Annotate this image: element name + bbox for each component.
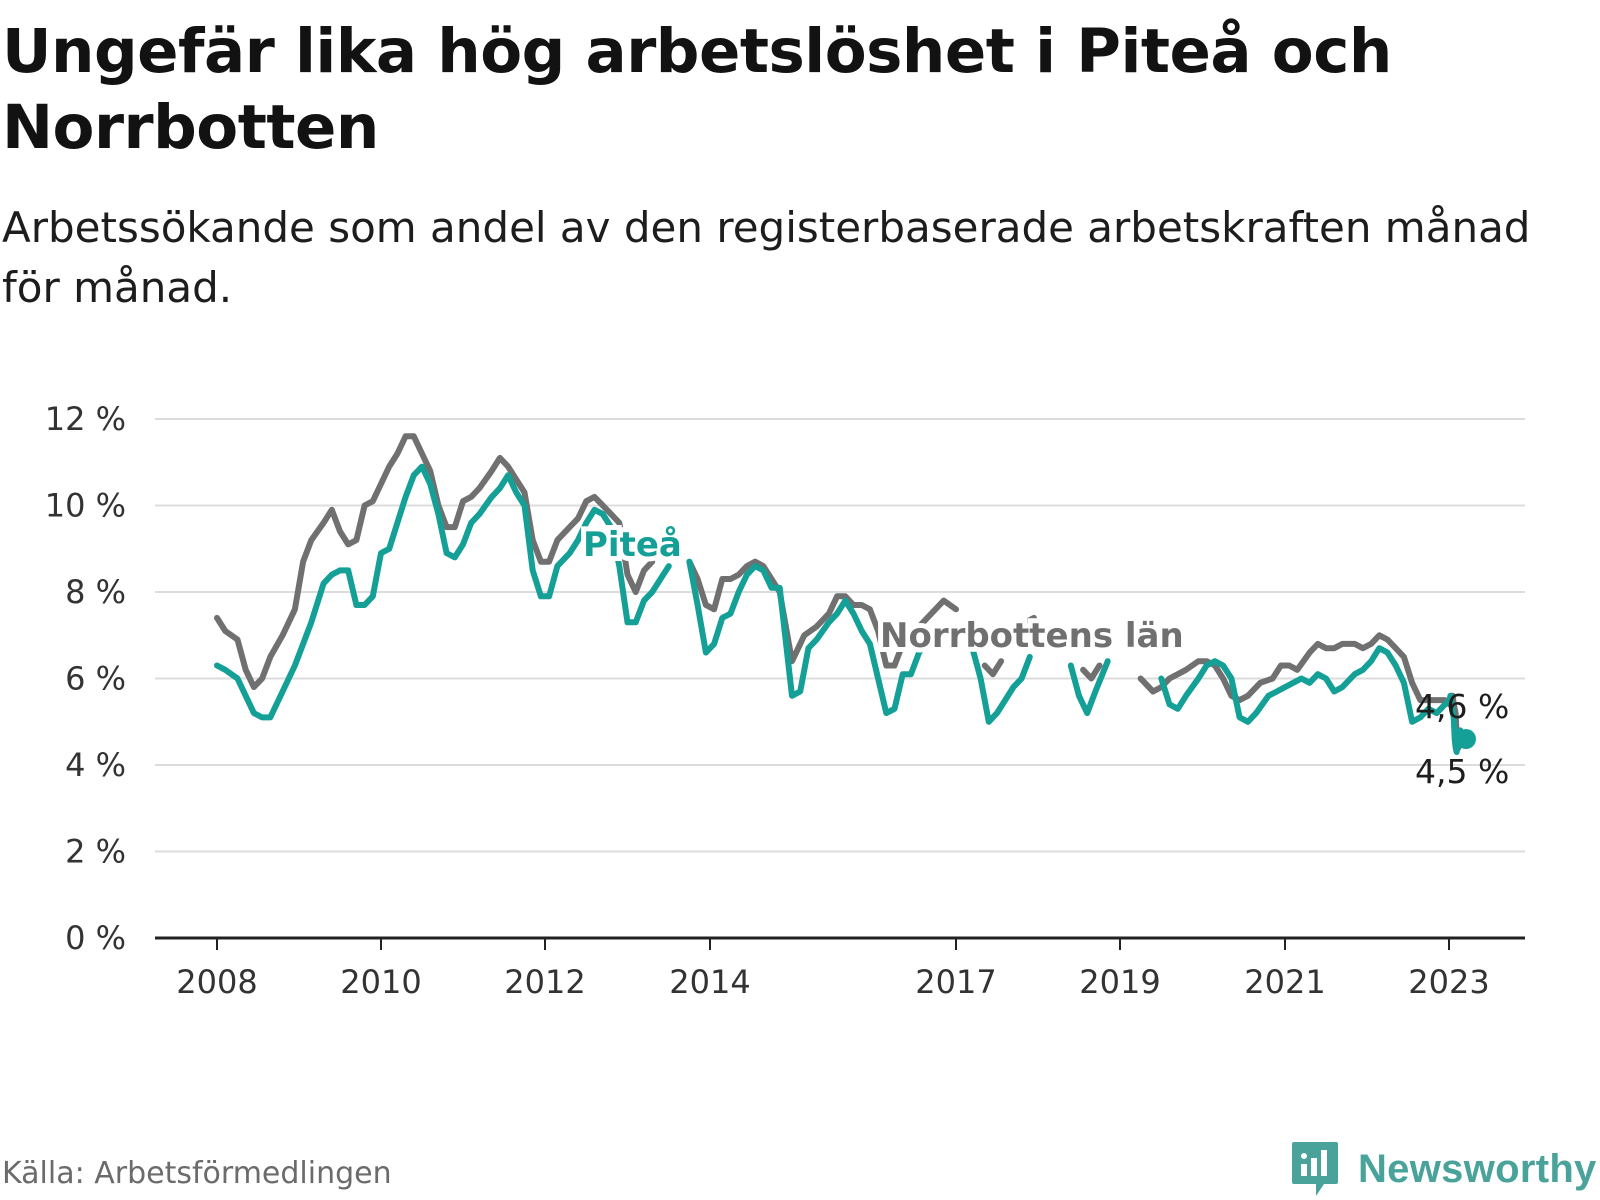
x-tick-label: 2012 — [504, 963, 585, 1001]
series-line-norrbotten — [1022, 614, 1037, 626]
end-value-label-norrbotten: 4,5 % — [1415, 752, 1509, 791]
series-line-pitea — [969, 645, 1033, 725]
source-note: Källa: Arbetsförmedlingen — [2, 1156, 392, 1191]
x-tick-label: 2008 — [176, 963, 257, 1001]
y-tick-label: 10 % — [45, 487, 126, 525]
gridlines — [155, 418, 1525, 940]
x-tick-label: 2017 — [915, 963, 996, 1001]
y-axis-ticks: 0 % 2 % 4 % 6 % 8 % 10 % 12 % — [45, 400, 126, 957]
series-line-norrbotten — [686, 558, 959, 669]
line-chart: 0 % 2 % 4 % 6 % 8 % 10 % 12 % 2008 2010 2012 2014… — [45, 400, 1525, 1001]
series-label-norrbotten: Norrbottens län — [880, 616, 1184, 656]
series-line-norrbotten — [1080, 662, 1103, 682]
series-line-pitea — [686, 558, 943, 717]
end-value-label-pitea: 4,6 % — [1415, 687, 1509, 726]
series-line-pitea — [1067, 658, 1111, 717]
x-tick-label: 2014 — [669, 963, 750, 1001]
end-point-marker-pitea — [1456, 729, 1476, 750]
chart-title: Ungefär lika hög arbetslöshet i Piteå oc… — [2, 16, 1392, 163]
x-tick-label: 2021 — [1244, 963, 1325, 1001]
series-labels: Piteå Norrbottens län 4,6 % 4,5 % — [578, 520, 1509, 791]
brand-name: Newsworthy — [1358, 1146, 1597, 1191]
series-label-pitea: Piteå — [583, 525, 682, 565]
series-line-norrbotten — [981, 658, 1005, 678]
y-tick-label: 0 % — [65, 919, 126, 957]
x-tick-label: 2019 — [1079, 963, 1160, 1001]
x-tick-label: 2010 — [340, 963, 421, 1001]
series-lines — [214, 433, 1476, 755]
newsworthy-logo-icon — [1292, 1142, 1338, 1196]
y-tick-label: 6 % — [65, 660, 126, 698]
x-tick-label: 2023 — [1408, 963, 1489, 1001]
series-line-pitea — [214, 463, 672, 721]
y-tick-label: 8 % — [65, 573, 126, 611]
y-tick-label: 2 % — [65, 833, 126, 871]
y-tick-label: 12 % — [45, 400, 126, 438]
chart-subtitle: Arbetssökande som andel av den registerb… — [2, 203, 1531, 312]
x-axis-ticks: 2008 2010 2012 2014 2017 2019 2021 2023 — [176, 938, 1490, 1001]
brand-logo: Newsworthy — [1290, 1140, 1597, 1198]
y-tick-label: 4 % — [65, 746, 126, 784]
